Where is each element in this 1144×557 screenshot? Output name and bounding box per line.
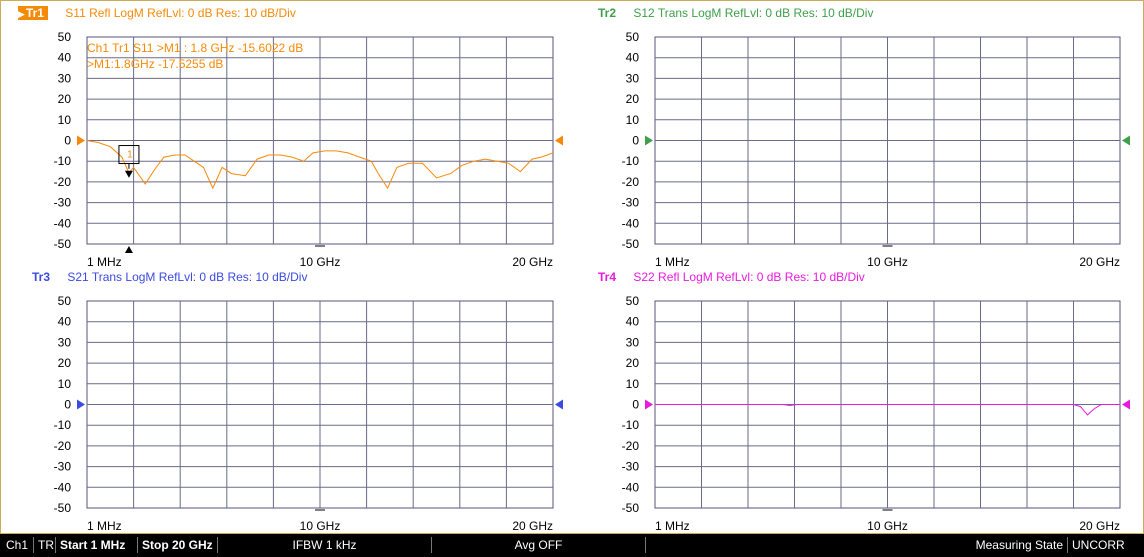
- y-tick-label: -10: [622, 154, 640, 168]
- y-tick-label: 50: [626, 30, 640, 44]
- y-tick-label: 10: [58, 377, 72, 391]
- y-tick-label: -40: [54, 216, 72, 230]
- y-tick-label: 30: [58, 71, 72, 85]
- y-tick-label: -10: [622, 418, 640, 432]
- y-tick-label: 0: [632, 398, 639, 412]
- trace2-header[interactable]: Tr2 S12 Trans LogM RefLvl: 0 dB Res: 10 …: [598, 6, 873, 20]
- ref-level-right-marker[interactable]: [555, 399, 563, 410]
- ref-level-right-marker[interactable]: [1122, 399, 1130, 410]
- status-avg[interactable]: Avg OFF: [432, 537, 646, 553]
- y-tick-label: 10: [626, 377, 640, 391]
- y-tick-label: 40: [626, 51, 640, 65]
- x-tick-label: 10 GHz: [867, 255, 908, 269]
- y-tick-label: -20: [622, 175, 640, 189]
- marker-readout-line2: >M1:1.8GHz -17.5255 dB: [87, 57, 223, 71]
- y-tick-label: -30: [54, 460, 72, 474]
- y-tick-label: -50: [54, 501, 72, 515]
- plot-panel-2: 50 40 30 20 10 0 -10 -20 -30 -40 -50 1 MHz 10 GHz 20 …: [622, 30, 1130, 269]
- y-tick-label: 40: [58, 315, 72, 329]
- y-tick-label: -50: [54, 237, 72, 251]
- status-bar: Ch1 TR Start 1 MHz Stop 20 GHz IFBW 1 kH…: [0, 534, 1144, 557]
- stimulus-marker[interactable]: [124, 246, 133, 253]
- trace4-tag[interactable]: Tr4: [598, 270, 617, 284]
- trace3-description: S21 Trans LogM RefLvl: 0 dB Res: 10 dB/D…: [67, 270, 308, 284]
- x-tick-label: 20 GHz: [512, 519, 553, 533]
- y-tick-label: 10: [58, 113, 72, 127]
- plot-panel-3: 50 40 30 20 10 0 -10 -20 -30 -40 -50 1 MHz 10 GHz 20 …: [54, 294, 563, 533]
- trace3-header[interactable]: Tr3 S21 Trans LogM RefLvl: 0 dB Res: 10 …: [32, 270, 307, 284]
- trace1-header[interactable]: Tr1 S11 Refl LogM RefLvl: 0 dB Res: 10 d…: [18, 6, 296, 21]
- status-ifbw[interactable]: IFBW 1 kHz: [218, 537, 432, 553]
- x-tick-label: 20 GHz: [1079, 519, 1120, 533]
- y-tick-label: 50: [626, 294, 640, 308]
- trace4-description: S22 Refl LogM RefLvl: 0 dB Res: 10 dB/Di…: [633, 270, 865, 284]
- ref-level-right-marker[interactable]: [1122, 135, 1130, 146]
- vna-display: Tr1 S11 Refl LogM RefLvl: 0 dB Res: 10 d…: [1, 1, 1143, 533]
- y-tick-label: -30: [622, 196, 640, 210]
- trace2-description: S12 Trans LogM RefLvl: 0 dB Res: 10 dB/D…: [633, 6, 874, 20]
- y-tick-label: -10: [54, 418, 72, 432]
- ref-level-left-marker[interactable]: [645, 135, 653, 146]
- y-tick-label: -50: [622, 237, 640, 251]
- trace-line-s11: [86, 140, 554, 190]
- marker-box-number: 1: [127, 150, 133, 161]
- marker-triangle[interactable]: [124, 170, 133, 178]
- y-tick-label: 20: [58, 92, 72, 106]
- y-tick-label: -10: [54, 154, 72, 168]
- trace-line-s22: [655, 404, 1120, 416]
- y-tick-label: 40: [58, 51, 72, 65]
- trace4-header[interactable]: Tr4 S22 Refl LogM RefLvl: 0 dB Res: 10 d…: [598, 270, 865, 284]
- y-tick-label: 0: [64, 134, 71, 148]
- y-tick-label: 50: [58, 294, 72, 308]
- x-tick-label: 20 GHz: [1079, 255, 1120, 269]
- ref-level-left-marker[interactable]: [77, 135, 85, 146]
- ref-level-right-marker[interactable]: [555, 135, 563, 146]
- y-tick-label: 30: [58, 335, 72, 349]
- x-tick-label: 10 GHz: [300, 255, 341, 269]
- y-tick-label: -40: [622, 216, 640, 230]
- x-tick-label: 1 MHz: [87, 255, 122, 269]
- y-tick-label: 50: [58, 30, 72, 44]
- y-tick-label: 20: [58, 356, 72, 370]
- y-tick-label: -20: [54, 439, 72, 453]
- ref-level-left-marker[interactable]: [645, 399, 653, 410]
- plot-panel-1: 50 40 30 20 10 0 -10 -20 -30 -40 -50 1 MHz 10 GHz 20 …: [54, 30, 563, 269]
- y-tick-label: 40: [626, 315, 640, 329]
- status-stop[interactable]: Stop 20 GHz: [138, 537, 218, 553]
- x-tick-label: 20 GHz: [512, 255, 553, 269]
- y-tick-label: 30: [626, 335, 640, 349]
- plot-panel-4: 50 40 30 20 10 0 -10 -20 -30 -40 -50 1 MHz 10 GHz 20 …: [622, 294, 1130, 533]
- y-tick-label: -30: [54, 196, 72, 210]
- x-tick-label: 10 GHz: [867, 519, 908, 533]
- y-tick-label: 20: [626, 92, 640, 106]
- x-tick-label: 1 MHz: [87, 519, 122, 533]
- x-tick-label: 1 MHz: [655, 255, 690, 269]
- y-tick-label: -30: [622, 460, 640, 474]
- trace1-tag[interactable]: Tr1: [18, 6, 48, 20]
- y-tick-label: 0: [632, 134, 639, 148]
- status-channel[interactable]: Ch1: [2, 537, 34, 553]
- x-tick-label: 1 MHz: [655, 519, 690, 533]
- y-tick-label: 20: [626, 356, 640, 370]
- y-tick-label: 10: [626, 113, 640, 127]
- trace2-tag[interactable]: Tr2: [598, 6, 617, 20]
- x-tick-label: 10 GHz: [300, 519, 341, 533]
- marker-readout-line1: Ch1 Tr1 S11 >M1 : 1.8 GHz -15.6022 dB: [87, 41, 303, 55]
- y-tick-label: -50: [622, 501, 640, 515]
- y-tick-label: 30: [626, 71, 640, 85]
- status-measuring-state: Measuring State: [646, 537, 1068, 553]
- y-tick-label: -20: [622, 439, 640, 453]
- status-start[interactable]: Start 1 MHz: [56, 537, 138, 553]
- y-tick-label: -20: [54, 175, 72, 189]
- trace3-tag[interactable]: Tr3: [32, 270, 51, 284]
- status-mode[interactable]: TR: [34, 537, 56, 553]
- status-correction[interactable]: UNCORR: [1072, 538, 1125, 552]
- trace1-description: S11 Refl LogM RefLvl: 0 dB Res: 10 dB/Di…: [65, 6, 296, 20]
- ref-level-left-marker[interactable]: [77, 399, 85, 410]
- y-tick-label: 0: [64, 398, 71, 412]
- y-tick-label: -40: [622, 480, 640, 494]
- y-tick-label: -40: [54, 480, 72, 494]
